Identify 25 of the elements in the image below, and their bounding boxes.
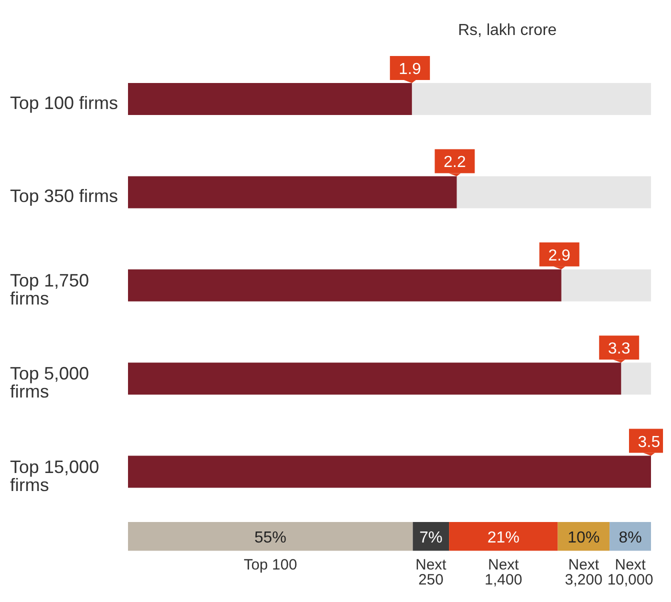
- data-label: 3.3: [608, 340, 630, 358]
- y-tick-label: Top 100 firms: [10, 92, 118, 113]
- data-label: 21%: [487, 529, 520, 546]
- series-label: Next 3,200: [564, 556, 602, 588]
- data-label: 55%: [254, 529, 286, 546]
- series-label: Next 1,400: [484, 556, 522, 588]
- data-label: 2.2: [444, 154, 466, 172]
- data-label: 8%: [618, 529, 642, 546]
- bar: [128, 522, 413, 551]
- series-label: Next 10,000: [607, 556, 654, 588]
- data-label: 7%: [419, 529, 442, 546]
- bar: [610, 522, 651, 551]
- y-tick-label: Top 350 firms: [10, 186, 118, 206]
- y-tick-label: Top 15,000 firms: [10, 456, 100, 495]
- data-label: 2.9: [548, 247, 571, 264]
- series-label: Next 250: [416, 556, 448, 588]
- data-label: 3.5: [638, 434, 660, 451]
- data-label: 1.9: [398, 61, 422, 78]
- bar: [412, 522, 450, 551]
- y-tick-label: Top 5,000 firms: [10, 364, 90, 402]
- bar: [449, 522, 558, 551]
- y-tick-label: Top 1,750 firms: [10, 270, 90, 308]
- series-label: Top 100: [244, 556, 298, 574]
- text: Rs, lakh crore: [458, 22, 557, 40]
- data-label: 10%: [568, 529, 600, 546]
